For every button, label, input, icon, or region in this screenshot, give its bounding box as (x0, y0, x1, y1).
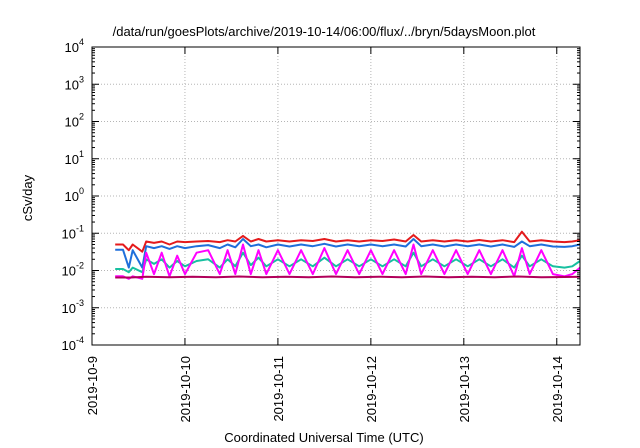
y-tick-label: 10-1 (62, 223, 84, 241)
x-tick-label: 2019-10-12 (364, 356, 379, 423)
chart-title: /data/run/goesPlots/archive/2019-10-14/0… (113, 24, 536, 39)
y-tick-label: 101 (65, 149, 84, 167)
x-axis-label: Coordinated Universal Time (UTC) (224, 430, 423, 445)
x-tick-labels: 2019-10-9 2019-10-10 2019-10-11 2019-10-12 2… (85, 356, 565, 423)
x-tick-label: 2019-10-13 (457, 356, 472, 423)
y-tick-label: 10-4 (62, 335, 84, 353)
series-line-3 (115, 251, 581, 274)
tick-marks (91, 46, 580, 346)
y-tick-label: 10-3 (62, 298, 84, 316)
grid-lines (92, 47, 580, 345)
series-line-2 (115, 238, 581, 269)
y-axis-label: cSv/day (20, 174, 35, 221)
x-tick-label: 2019-10-11 (271, 356, 286, 422)
y-tick-label: 102 (65, 112, 84, 130)
series-line-1 (115, 230, 581, 253)
y-tick-label: 103 (65, 74, 84, 92)
x-tick-label: 2019-10-14 (550, 356, 565, 423)
y-tick-label: 10-2 (62, 261, 84, 279)
y-tick-labels: 10-4 10-3 10-2 10-1 100 101 102 103 104 (62, 37, 84, 353)
x-tick-label: 2019-10-10 (178, 356, 193, 423)
y-tick-label: 104 (65, 37, 84, 55)
y-tick-label: 100 (65, 186, 84, 204)
x-tick-label: 2019-10-9 (85, 356, 100, 415)
series-line-5 (115, 275, 581, 279)
series-lines (115, 230, 581, 280)
